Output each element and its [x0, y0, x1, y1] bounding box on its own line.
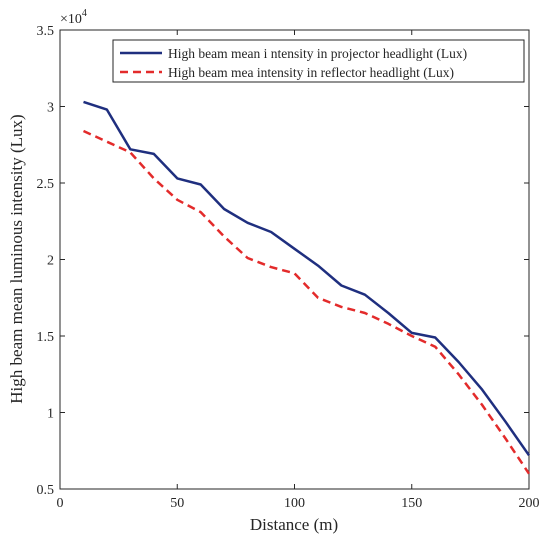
y-tick-label: 1.5	[37, 330, 55, 345]
legend: High beam mean i ntensity in projector h…	[112, 39, 525, 83]
series-layer	[82, 100, 531, 475]
x-tick-label: 150	[401, 496, 422, 511]
legend-label-projector: High beam mean i ntensity in projector h…	[168, 46, 467, 61]
x-axis-ticks: 0 50 100 150 200	[57, 30, 540, 511]
x-tick-label: 0	[57, 496, 64, 511]
series-line-reflector	[82, 129, 531, 475]
y-axis-exponent: ×104	[60, 8, 87, 27]
series-line-projector	[83, 100, 531, 457]
x-tick-label: 100	[284, 496, 305, 511]
y-tick-label: 3.5	[37, 24, 55, 39]
y-tick-label: 3	[47, 101, 54, 116]
y-axis-exponent-power: 4	[82, 8, 87, 19]
plot-area	[59, 29, 530, 490]
y-axis-exponent-base: ×10	[60, 12, 82, 27]
y-axis-ticks: 0.5 1 1.5 2 2.5 3 3.5	[37, 24, 529, 498]
x-axis-label: Distance (m)	[250, 515, 338, 534]
y-tick-label: 1	[47, 407, 54, 422]
legend-label-reflector: High beam mea intensity in reflector hea…	[168, 65, 454, 80]
y-axis-label: High beam mean luminous intensity (Lux)	[7, 114, 26, 403]
y-tick-label: 0.5	[37, 483, 55, 498]
x-tick-label: 200	[519, 496, 540, 511]
y-tick-label: 2	[47, 254, 54, 269]
x-tick-label: 50	[170, 496, 184, 511]
legend-box	[112, 39, 525, 83]
y-tick-label: 2.5	[37, 177, 55, 192]
